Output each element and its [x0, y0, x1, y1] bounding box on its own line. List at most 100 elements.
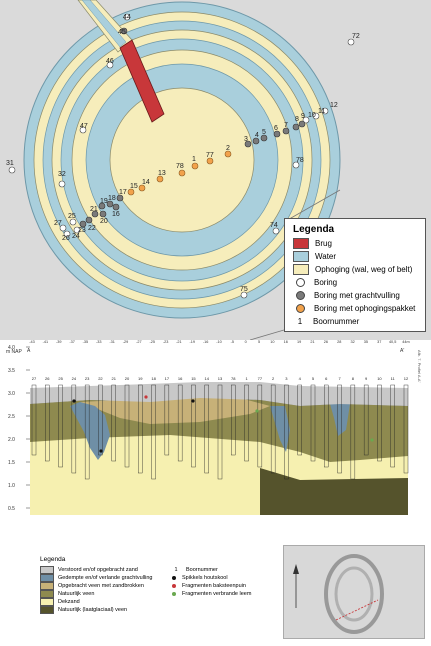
- boring-column: [45, 384, 50, 462]
- boring-number-label: 6: [325, 376, 328, 381]
- inset-ring: [324, 554, 384, 634]
- boring-column: [191, 384, 196, 468]
- boring-column: [257, 384, 263, 468]
- profile-legend-label: Natuurlijk (laatglaciaal) veen: [58, 607, 128, 613]
- profile-legend-item: 1 Boornummer: [170, 566, 251, 574]
- legend-item-grachtvulling: Boring met grachtvulling: [293, 289, 425, 302]
- y-tick-label: 0.5: [8, 506, 15, 512]
- boring-column: [151, 384, 156, 480]
- boring-number-label: 77: [258, 376, 263, 381]
- boring-column: [204, 384, 209, 474]
- boring-column: [244, 384, 249, 462]
- map-legend: Legenda Brug Water Ophoging (wal, weg of…: [284, 218, 426, 332]
- swatch: [40, 606, 54, 614]
- legend-label: Boring met ophogingspakket: [314, 304, 416, 313]
- boring-2: [224, 150, 232, 158]
- profile-layers: [30, 382, 408, 515]
- legend-label: Brug: [315, 239, 332, 248]
- boring-45: [120, 27, 128, 35]
- boring-number-label: 26: [45, 376, 50, 381]
- legend-item-boring: Boring: [293, 276, 425, 289]
- boring-label-12: 12: [330, 102, 338, 109]
- orange-dot-icon: [296, 304, 305, 313]
- boring-column: [284, 384, 289, 480]
- distance-tick-label: -39: [56, 340, 62, 344]
- distance-tick-label: -41: [43, 340, 49, 344]
- distance-tick-label: -29: [123, 340, 129, 344]
- boring-5: [260, 134, 268, 142]
- distance-tick-label: 40,5: [389, 340, 396, 344]
- boring-column: [403, 384, 409, 474]
- swatch: [40, 598, 54, 606]
- profile-section: m NAP A A' Afb. 7. Profiel A-A' 4.0 3.5 3.…: [6, 340, 422, 515]
- profile-legend-item: Verstoord en/of opgebracht zand: [40, 566, 170, 574]
- boring-number-label: 4: [299, 376, 302, 381]
- distance-tick-label: 26: [324, 340, 328, 344]
- y-tick-label: 1.0: [8, 483, 15, 489]
- boring-column: [363, 384, 369, 456]
- boring-17: [116, 194, 124, 202]
- distance-tick-label: -21: [176, 340, 182, 344]
- boring-label-31: 31: [6, 160, 14, 167]
- y-axis-ticks: 4.0 3.5 3.0 2.5 2.0 1.5 1.0 0.5: [8, 345, 30, 512]
- boring-label-10: 10: [308, 112, 316, 119]
- boring-number-label: 10: [377, 376, 382, 381]
- layer-laatglaciaal-veen-deep: [260, 468, 408, 515]
- boring-9: [298, 120, 306, 128]
- boornummer-symbol: 1: [174, 567, 178, 573]
- profile-legend-item: Opgebracht veen met zandbrokken: [40, 582, 170, 590]
- boring-21: [91, 210, 99, 218]
- boring-number-label: 18: [151, 376, 156, 381]
- distance-tick-label: 44m: [402, 340, 409, 344]
- boring-column: [337, 384, 342, 474]
- inset-ring-inner: [334, 566, 374, 622]
- boring-78: [178, 169, 186, 177]
- distance-tick-label: -23: [163, 340, 169, 344]
- boring-3: [244, 140, 252, 148]
- boring-label-15: 15: [130, 183, 138, 190]
- boring-7: [282, 127, 290, 135]
- boring-10: [302, 116, 310, 124]
- y-tick-label: 3.0: [8, 391, 15, 397]
- grey-dot-icon: [296, 291, 305, 300]
- boring-19: [98, 202, 106, 210]
- distance-tick-label: -10: [216, 340, 222, 344]
- boring-label-14: 14: [142, 179, 150, 186]
- legend-label: Ophoging (wal, weg of belt): [315, 265, 413, 274]
- boring-22: [85, 216, 93, 224]
- leem-fragment: [370, 438, 374, 442]
- boring-label-5: 5: [262, 129, 266, 136]
- boring-label-23: 23: [78, 227, 86, 234]
- boring-column: [231, 384, 236, 456]
- boring-number-label: 5: [312, 376, 315, 381]
- boring-column: [138, 384, 143, 474]
- boring-label-3: 3: [244, 136, 248, 143]
- profile-legend-item: Fragmenten verbrande leem: [170, 590, 251, 598]
- distance-tick-label: 37: [377, 340, 381, 344]
- boring-number-ticks: 27 26 25 24 23 22 21 20 19 18 17 16 15 14 13 78 1 77 2 3 4 5 6…: [32, 376, 409, 381]
- layer-opgebracht-veen: [80, 398, 270, 424]
- layer-verstoord-zand: [30, 382, 408, 406]
- boring-77: [206, 157, 214, 165]
- map-panel: 44 72 46 47 31 32 12 11 10 78 74 75 27 2…: [0, 0, 431, 340]
- boring-27: [59, 224, 67, 232]
- boring-number-label: 15: [191, 376, 196, 381]
- boring-number-label: 14: [204, 376, 209, 381]
- legend-label: Boring met grachtvulling: [314, 291, 400, 300]
- boring-44: [123, 13, 131, 21]
- figure-credit: Afb. 7. Profiel A-A': [417, 350, 422, 383]
- profile-legend-label: Spikkels houtskool: [182, 575, 228, 581]
- boring-column: [98, 384, 103, 456]
- boring-47: [79, 126, 87, 134]
- distance-tick-label: -27: [136, 340, 142, 344]
- boring-number-label: 25: [58, 376, 63, 381]
- boring-8: [292, 123, 300, 131]
- end-label-left: A: [27, 348, 31, 354]
- boring-12: [321, 107, 329, 115]
- distance-tick-label: -5: [231, 340, 234, 344]
- water-swatch: [293, 251, 309, 262]
- layer-grachtvulling-west: [70, 402, 110, 460]
- boring-label-26: 26: [62, 235, 70, 242]
- boring-14: [138, 184, 146, 192]
- boring-number-label: 22: [98, 376, 103, 381]
